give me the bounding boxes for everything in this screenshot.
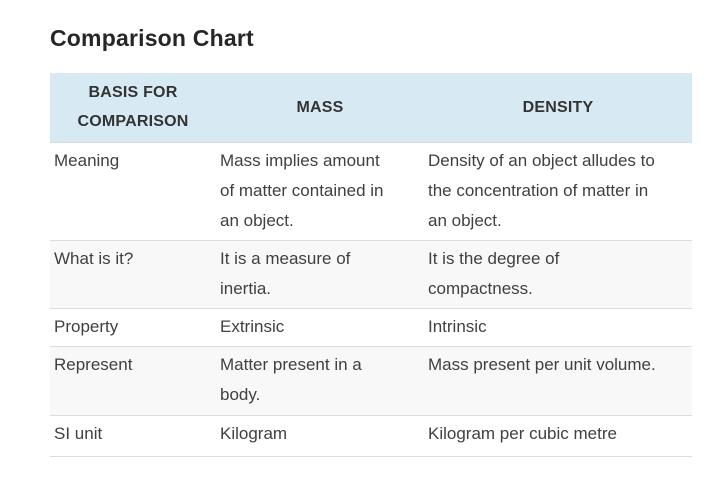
table-header: BASIS FOR COMPARISON MASS DENSITY: [50, 73, 692, 142]
density-cell: Intrinsic: [428, 316, 487, 336]
header-row: BASIS FOR COMPARISON MASS DENSITY: [50, 73, 692, 142]
table-row-meaning: Meaning Mass implies amount of matter co…: [50, 142, 692, 240]
column-header-basis: BASIS FOR COMPARISON: [77, 84, 189, 131]
table-row-property: Property Extrinsic Intrinsic: [50, 308, 692, 346]
density-cell: Kilogram per cubic metre: [428, 423, 617, 443]
basis-cell: Represent: [54, 354, 133, 374]
table-row-represent: Represent Matter present in a body. Mass…: [50, 346, 692, 415]
column-header-mass: MASS: [296, 98, 344, 116]
page-container: Comparison Chart BASIS FOR COMPARISON MA…: [50, 25, 692, 457]
basis-cell: Meaning: [54, 150, 120, 170]
page-title: Comparison Chart: [50, 25, 254, 51]
mass-cell: Kilogram: [220, 423, 288, 443]
basis-cell: What is it?: [54, 248, 134, 268]
table-body: Meaning Mass implies amount of matter co…: [50, 142, 692, 456]
mass-cell: Extrinsic: [220, 316, 285, 336]
mass-cell: Matter present in a body.: [220, 354, 362, 404]
comparison-table: BASIS FOR COMPARISON MASS DENSITY Meanin…: [50, 73, 692, 457]
basis-cell: Property: [54, 316, 119, 336]
density-cell: It is the degree of compactness.: [428, 248, 560, 298]
density-cell: Density of an object alludes to the conc…: [428, 150, 655, 230]
column-header-density: DENSITY: [522, 98, 594, 116]
density-cell: Mass present per unit volume.: [428, 354, 656, 374]
table-row-si-unit: SI unit Kilogram Kilogram per cubic metr…: [50, 415, 692, 456]
table-row-what-is-it: What is it? It is a measure of inertia. …: [50, 240, 692, 308]
mass-cell: It is a measure of inertia.: [220, 248, 351, 298]
basis-cell: SI unit: [54, 423, 103, 443]
mass-cell: Mass implies amount of matter contained …: [220, 150, 384, 230]
